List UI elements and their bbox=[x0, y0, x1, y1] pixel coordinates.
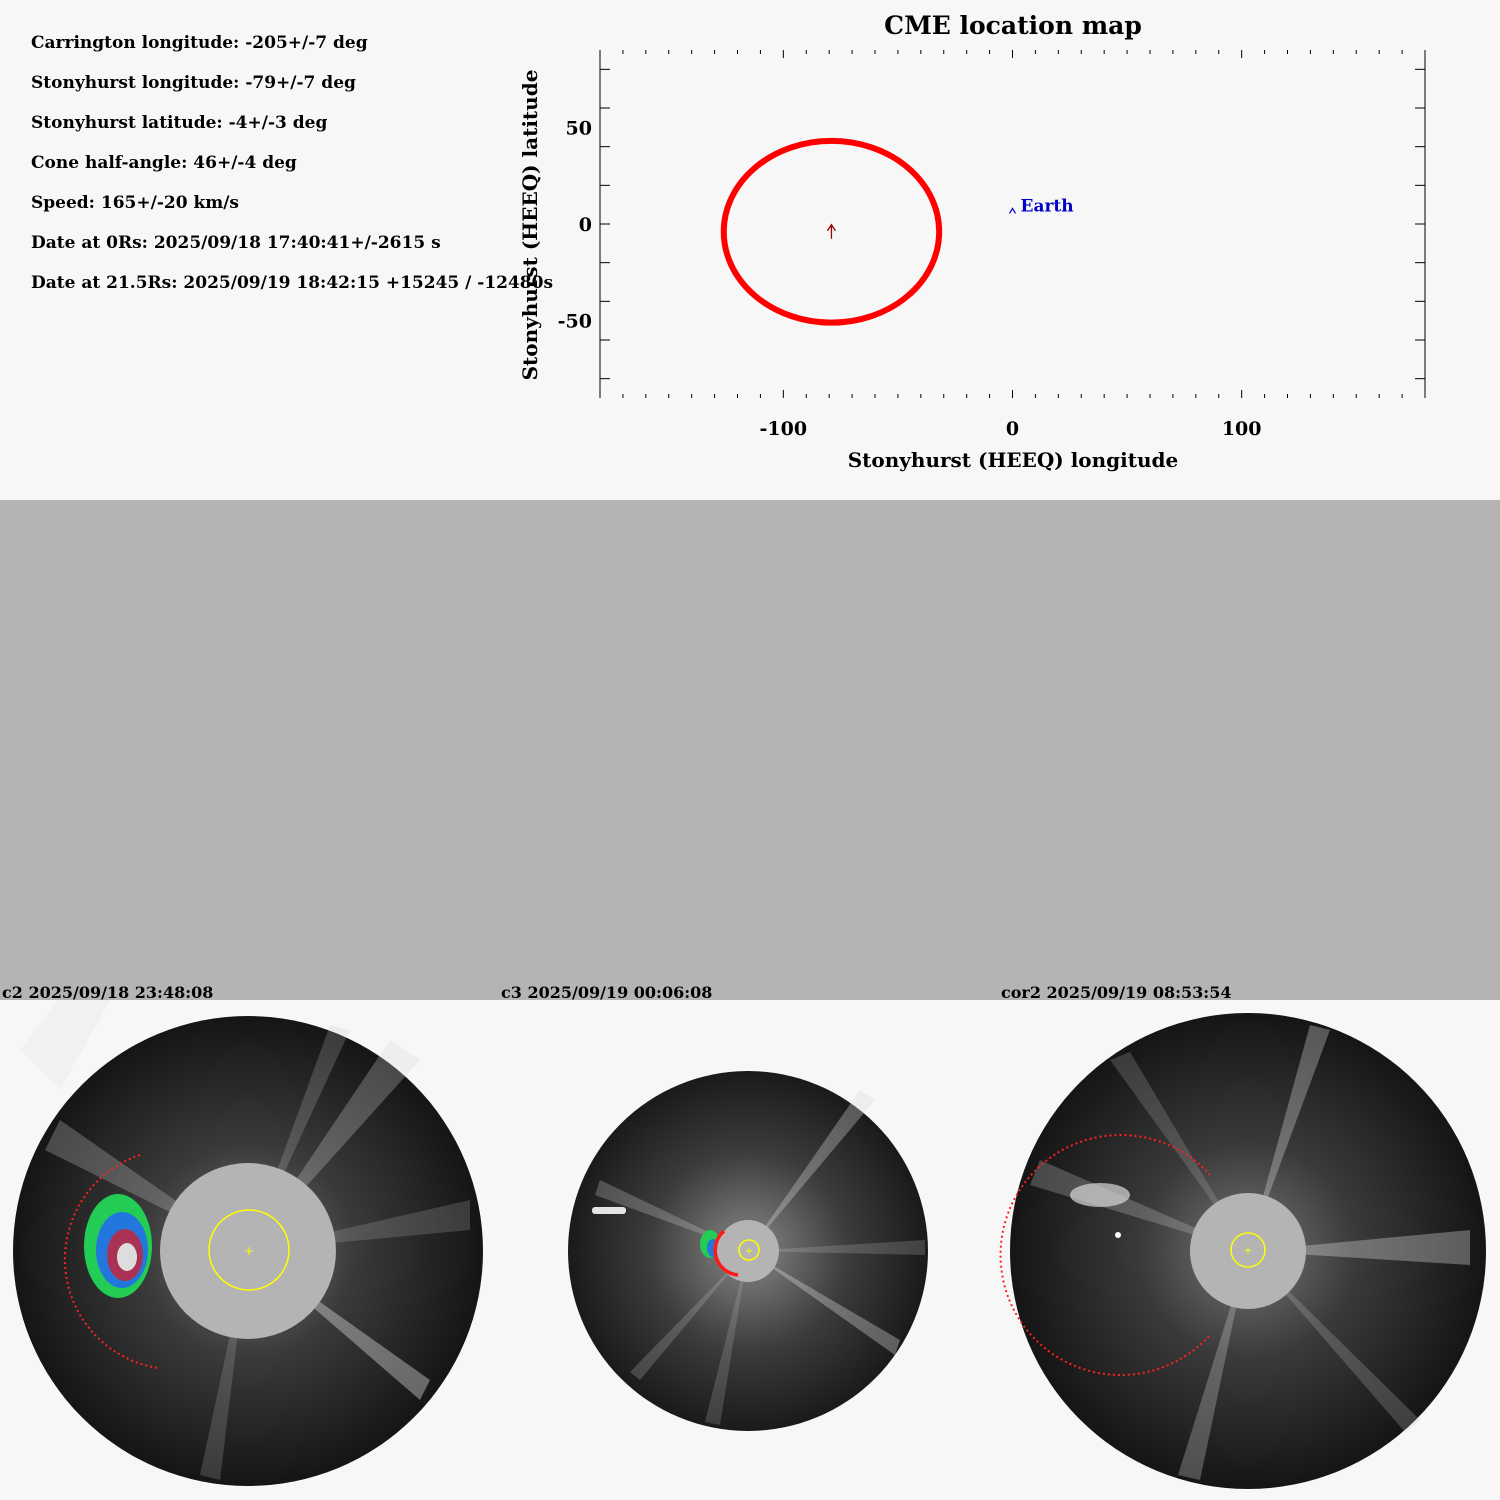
carrington-longitude-text: Carrington longitude: -205+/-7 deg bbox=[31, 33, 368, 53]
y-tick-label: 50 bbox=[566, 117, 592, 139]
axis-ticks bbox=[600, 50, 1425, 398]
x-tick-label: -100 bbox=[760, 418, 808, 440]
cme-location-map-chart: CME location map -100 0 100 -50 0 50 Stonyhur… bbox=[518, 11, 1426, 472]
speed-text: Speed: 165+/-20 km/s bbox=[31, 193, 239, 213]
cme-cone-outline bbox=[720, 137, 943, 326]
y-axis-title: Stonyhurst (HEEQ) latitude bbox=[518, 70, 542, 381]
c3-panel-label: c3 2025/09/19 00:06:08 bbox=[501, 983, 713, 1002]
cor2-sun-center-marker: + bbox=[1243, 1244, 1252, 1257]
earth-label: Earth bbox=[1021, 196, 1074, 216]
coronagraph-panels: + + bbox=[0, 500, 1500, 1489]
cone-half-angle-text: Cone half-angle: 46+/-4 deg bbox=[31, 153, 297, 173]
x-tick-label: 100 bbox=[1222, 418, 1262, 440]
y-tick-label: -50 bbox=[558, 311, 592, 333]
tick-labels: -100 0 100 -50 0 50 bbox=[558, 117, 1262, 440]
coronagraph-images: + + bbox=[13, 1000, 1486, 1489]
y-tick-label: 0 bbox=[579, 214, 592, 236]
chart-title: CME location map bbox=[884, 11, 1142, 40]
stonyhurst-longitude-text: Stonyhurst longitude: -79+/-7 deg bbox=[31, 73, 356, 93]
lasco-c2-image: + bbox=[13, 1000, 483, 1486]
c2-cme-feature bbox=[84, 1194, 152, 1298]
cme-parameters-panel: Carrington longitude: -205+/-7 deg Stony… bbox=[0, 0, 1500, 500]
cor2-bright-point bbox=[1115, 1232, 1121, 1238]
c3-bright-artifact bbox=[592, 1207, 626, 1214]
cme-center-marker bbox=[826, 223, 836, 239]
chart-marks: Earth bbox=[720, 137, 1074, 326]
stereo-cor2-image: + bbox=[999, 1013, 1486, 1489]
stonyhurst-latitude-text: Stonyhurst latitude: -4+/-3 deg bbox=[31, 113, 328, 133]
cor2-bright-feature bbox=[1070, 1183, 1130, 1207]
x-axis-title: Stonyhurst (HEEQ) longitude bbox=[848, 448, 1179, 472]
x-tick-label: 0 bbox=[1006, 418, 1019, 440]
c3-sun-center-marker: + bbox=[745, 1246, 753, 1257]
lasco-c3-image: + bbox=[568, 1071, 928, 1431]
c2-panel-label: c2 2025/09/18 23:48:08 bbox=[2, 983, 214, 1002]
cor2-panel-label: cor2 2025/09/19 08:53:54 bbox=[1001, 983, 1232, 1002]
date-at-0rs-text: Date at 0Rs: 2025/09/18 17:40:41+/-2615 … bbox=[31, 233, 441, 253]
date-at-21-5rs-text: Date at 21.5Rs: 2025/09/19 18:42:15 +152… bbox=[31, 273, 554, 293]
c2-sun-center-marker: + bbox=[244, 1244, 254, 1258]
earth-marker bbox=[1008, 207, 1017, 214]
